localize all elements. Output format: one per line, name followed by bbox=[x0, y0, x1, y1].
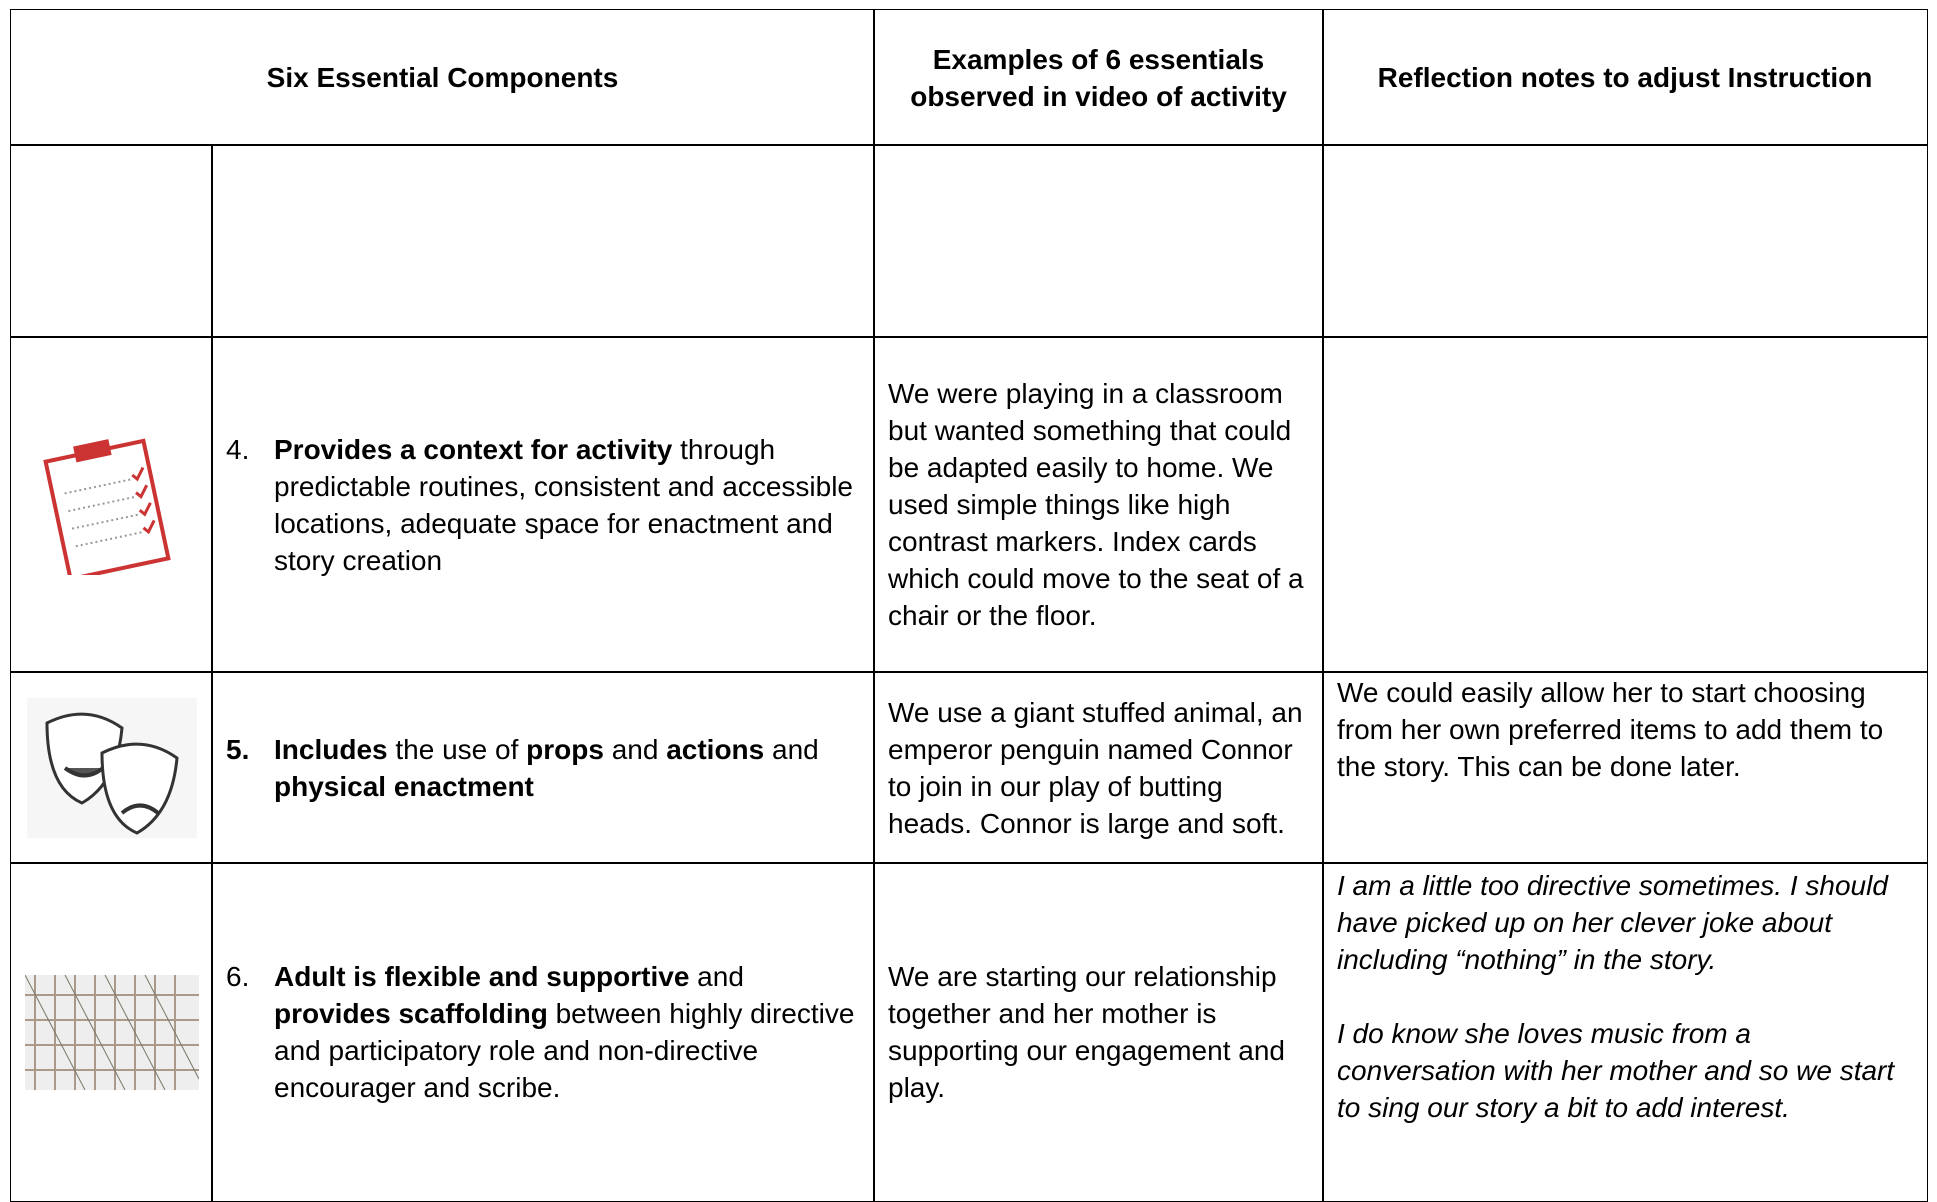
icon-cell bbox=[10, 336, 213, 673]
examples-text: We use a giant stuffed animal, an empero… bbox=[888, 694, 1309, 842]
list-item: 4. Provides a context for activity throug… bbox=[226, 431, 860, 579]
paragraph: We could easily allow her to start choos… bbox=[1337, 677, 1884, 782]
checklist-icon bbox=[42, 438, 171, 575]
text-run: between highly directive and participato… bbox=[274, 998, 863, 1103]
item-number: 6. bbox=[226, 961, 250, 992]
empty-cell bbox=[873, 144, 1324, 338]
text-run: Provides a context for activity bbox=[274, 433, 673, 465]
empty-cell bbox=[211, 144, 875, 338]
text-run: physical enactment bbox=[274, 770, 534, 802]
list-item: 5. Includes the use of props and actions … bbox=[226, 731, 860, 805]
paragraph: I am a little too directive sometimes. I… bbox=[1337, 870, 1888, 975]
reflection-text: We could easily allow her to start choos… bbox=[1337, 674, 1913, 785]
icon-cell bbox=[10, 862, 213, 1202]
list-item: 6. Adult is flexible and supportive and p… bbox=[226, 958, 860, 1106]
text-run: and bbox=[764, 733, 827, 765]
paragraph: We are starting our relationship togethe… bbox=[888, 961, 1285, 1103]
text-run: Adult is flexible and supportive bbox=[274, 961, 690, 992]
text-run: actions bbox=[666, 733, 765, 765]
item-text: Adult is flexible and supportive and pro… bbox=[274, 958, 860, 1106]
item-number: 4. bbox=[226, 433, 250, 465]
examples-cell: We were playing in a classroom but wante… bbox=[873, 336, 1324, 673]
item-text: Includes the use of props and actions an… bbox=[274, 731, 860, 805]
header-cell: Six Essential Components bbox=[10, 9, 875, 146]
examples-text: We are starting our relationship togethe… bbox=[888, 958, 1309, 1106]
text-run: props bbox=[526, 733, 604, 765]
examples-cell: We use a giant stuffed animal, an empero… bbox=[873, 671, 1324, 864]
reflection-cell: I am a little too directive sometimes. I… bbox=[1322, 862, 1928, 1202]
header-cell: Examples of 6 essentials observed in vid… bbox=[873, 9, 1324, 146]
icon-cell bbox=[10, 671, 213, 864]
component-cell: 6. Adult is flexible and supportive and p… bbox=[211, 862, 875, 1202]
header-text: Six Essential Components bbox=[266, 62, 619, 93]
text-run: and bbox=[603, 733, 667, 765]
text-run: through predictable routines, consistent… bbox=[274, 433, 861, 576]
paragraph: We use a giant stuffed animal, an empero… bbox=[888, 696, 1303, 839]
paragraph: We were playing in a classroom but wante… bbox=[888, 378, 1304, 631]
component-cell: 4. Provides a context for activity throug… bbox=[211, 336, 875, 673]
empty-cell bbox=[1322, 144, 1928, 338]
examples-text: We were playing in a classroom but wante… bbox=[888, 375, 1309, 634]
reflection-text: I am a little too directive sometimes. I… bbox=[1337, 867, 1913, 1126]
reflection-cell: We could easily allow her to start choos… bbox=[1322, 671, 1928, 864]
text-run: provides scaffolding bbox=[274, 998, 548, 1029]
masks-icon bbox=[26, 697, 197, 838]
header-text: Examples of 6 essentials observed in vid… bbox=[910, 43, 1287, 112]
header-cell: Reflection notes to adjust Instruction bbox=[1322, 9, 1928, 146]
component-cell: 5. Includes the use of props and actions … bbox=[211, 671, 875, 864]
reflection-cell bbox=[1322, 336, 1928, 673]
paragraph: I do know she loves music from a convers… bbox=[1337, 1018, 1895, 1123]
examples-cell: We are starting our relationship togethe… bbox=[873, 862, 1324, 1202]
text-run: the use of bbox=[387, 733, 527, 765]
item-number: 5. bbox=[226, 733, 250, 765]
text-run: and bbox=[689, 961, 752, 992]
header-text: Reflection notes to adjust Instruction bbox=[1377, 62, 1873, 93]
item-text: Provides a context for activity through … bbox=[274, 431, 860, 579]
scaffold-icon bbox=[24, 974, 199, 1090]
text-run: Includes bbox=[274, 733, 388, 765]
empty-cell bbox=[10, 144, 213, 338]
